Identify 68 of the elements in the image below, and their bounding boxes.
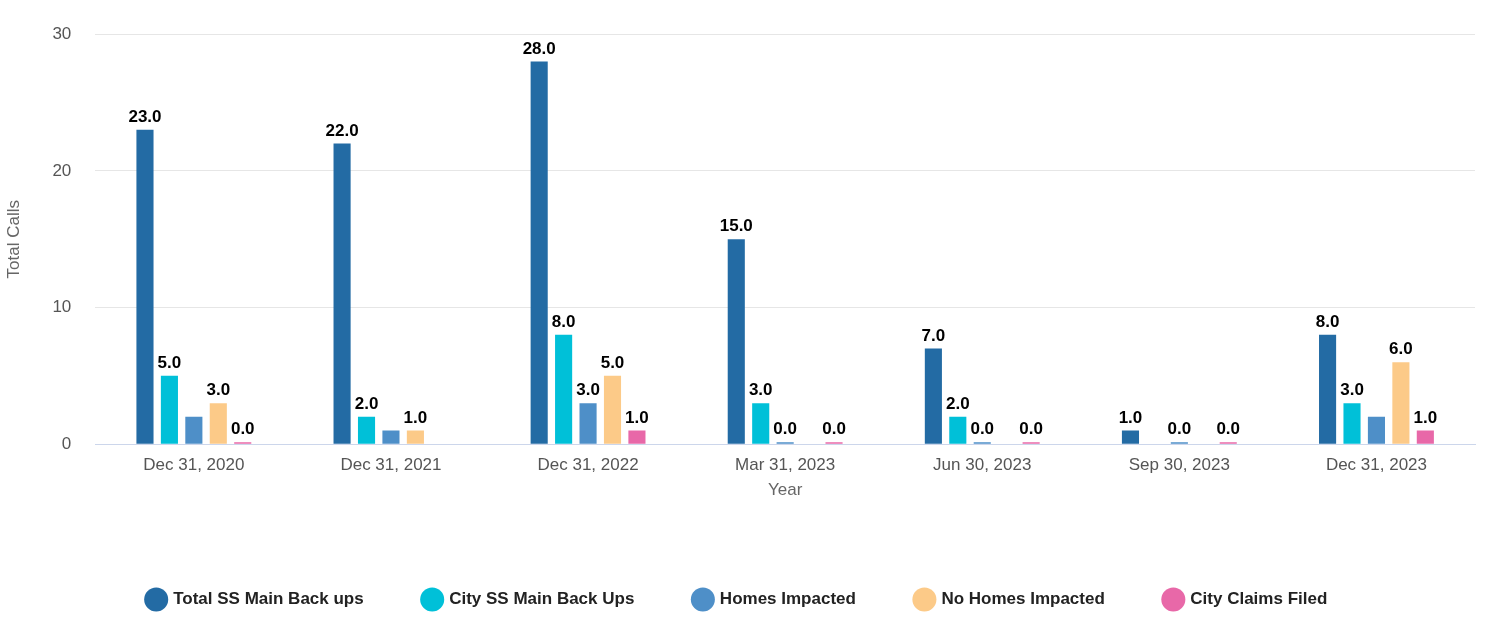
legend-label: City Claims Filed (1190, 589, 1328, 609)
data-label: 15.0 (719, 216, 753, 236)
data-label: 2.0 (945, 394, 970, 414)
x-tick-label: Dec 31, 2020 (143, 455, 245, 475)
bar (1392, 362, 1410, 444)
bar (357, 416, 376, 444)
x-tick-label: Dec 31, 2022 (537, 455, 639, 475)
data-label: 2.0 (354, 394, 379, 414)
data-label: 0.0 (822, 419, 846, 439)
data-label: 8.0 (551, 312, 576, 332)
data-label: 5.0 (157, 353, 182, 373)
bar (1319, 334, 1337, 444)
data-label: 8.0 (1315, 312, 1340, 332)
bar (1367, 416, 1386, 444)
data-label: 1.0 (625, 407, 649, 427)
y-tick-label: 20 (52, 160, 72, 180)
bar (185, 416, 203, 444)
bar (752, 403, 770, 444)
data-label: 22.0 (325, 120, 359, 140)
x-tick-label: Dec 31, 2023 (1325, 455, 1428, 475)
legend-label: Homes Impacted (719, 589, 856, 609)
bar (727, 239, 745, 444)
data-label: 3.0 (576, 380, 600, 400)
data-label: 0.0 (1167, 419, 1192, 439)
data-label: 5.0 (600, 353, 625, 373)
x-axis-title: Year (767, 480, 803, 500)
bar (603, 375, 622, 444)
data-label: 0.0 (230, 419, 255, 439)
data-label: 3.0 (748, 380, 773, 400)
bar (136, 129, 154, 444)
data-label: 1.0 (403, 407, 428, 427)
bar (1121, 430, 1140, 444)
y-axis-title: Total Calls (3, 199, 23, 279)
bar (333, 143, 351, 444)
data-label: 1.0 (1413, 407, 1438, 427)
data-label: 3.0 (206, 380, 231, 400)
x-tick-label: Mar 31, 2023 (735, 455, 836, 475)
bar (1343, 403, 1361, 444)
x-tick-label: Sep 30, 2023 (1128, 455, 1230, 475)
bar (382, 430, 400, 444)
legend-label: Total SS Main Back ups (173, 589, 364, 609)
data-label: 23.0 (128, 107, 162, 127)
bar (924, 348, 942, 444)
data-label: 0.0 (1216, 419, 1241, 439)
data-label: 7.0 (921, 325, 946, 345)
data-label: 6.0 (1389, 339, 1413, 359)
y-tick-label: 0 (61, 433, 72, 453)
x-tick-label: Dec 31, 2021 (340, 455, 442, 475)
data-label: 0.0 (970, 419, 995, 439)
bar (628, 430, 646, 444)
bar (555, 334, 573, 444)
bar (949, 416, 967, 444)
data-label: 3.0 (1340, 380, 1364, 400)
bar (579, 403, 597, 444)
bar (209, 403, 227, 444)
y-tick-label: 10 (52, 297, 72, 317)
data-label: 28.0 (522, 38, 556, 58)
legend-label: City SS Main Back Ups (449, 589, 635, 609)
bar (530, 61, 548, 444)
data-label: 0.0 (1019, 419, 1043, 439)
data-label: 0.0 (773, 419, 797, 439)
legend-label: No Homes Impacted (941, 589, 1105, 609)
bar (160, 375, 178, 444)
data-label: 1.0 (1118, 407, 1143, 427)
x-tick-label: Jun 30, 2023 (933, 455, 1032, 475)
bar (406, 430, 424, 444)
y-tick-label: 30 (52, 23, 72, 43)
bar (1416, 430, 1434, 444)
